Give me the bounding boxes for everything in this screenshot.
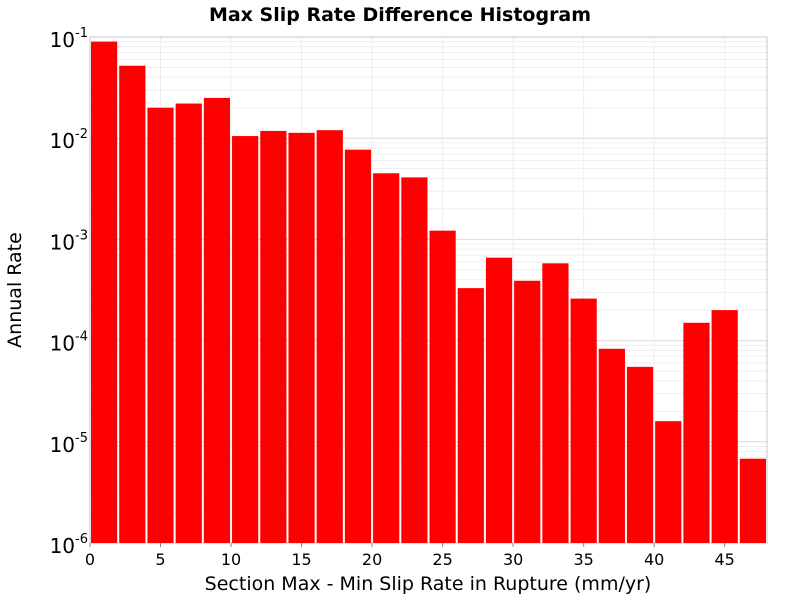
bar-14 (485, 257, 513, 543)
x-tick-label: 10 (221, 550, 241, 569)
bar-3 (175, 103, 202, 544)
x-tick-label: 25 (432, 550, 452, 569)
bar-12 (429, 230, 456, 543)
chart-title: Max Slip Rate Difference Histogram (209, 4, 591, 26)
x-tick-label: 40 (644, 550, 664, 569)
x-tick-label: 35 (573, 550, 593, 569)
bar-0 (91, 41, 118, 544)
y-tick-label: 10-4 (50, 330, 88, 356)
bar-15 (514, 280, 541, 543)
x-tick-label: 5 (155, 550, 165, 569)
bar-5 (232, 136, 259, 543)
x-axis-ticks: 0 5 10 15 20 25 30 35 40 45 (85, 543, 735, 569)
bar-6 (260, 130, 287, 543)
x-axis-label: Section Max - Min Slip Rate in Rupture (… (205, 573, 652, 595)
bar-21 (683, 322, 710, 543)
plot-frame (89, 36, 768, 544)
bar-9 (344, 149, 372, 543)
grid-lines (89, 37, 767, 544)
y-axis-ticks: 10-6 10-5 10-4 10-3 10-2 10-1 (50, 26, 88, 558)
bar-18 (598, 348, 625, 543)
bar-16 (542, 263, 569, 543)
y-tick-label: 10-6 (50, 532, 88, 558)
bar-22 (711, 310, 738, 543)
y-tick-label: 10-2 (50, 127, 88, 153)
bar-2 (147, 107, 174, 543)
bar-8 (316, 130, 343, 543)
x-tick-label: 0 (85, 550, 95, 569)
bar-4 (203, 97, 231, 544)
y-tick-label: 10-3 (50, 228, 88, 254)
x-tick-label: 30 (503, 550, 523, 569)
bar-19 (626, 366, 654, 543)
y-axis-label: Annual Rate (4, 232, 26, 348)
bar-13 (457, 288, 484, 543)
bar-10 (373, 173, 400, 543)
bar-7 (288, 132, 315, 543)
bar-23 (739, 458, 766, 543)
y-tick-label: 10-5 (50, 431, 88, 457)
x-tick-label: 45 (715, 550, 735, 569)
bar-series (91, 41, 766, 544)
bar-17 (570, 298, 597, 543)
y-tick-label: 10-1 (50, 26, 88, 52)
x-tick-label: 20 (362, 550, 382, 569)
bar-1 (119, 65, 146, 543)
bar-20 (655, 421, 682, 543)
x-tick-label: 15 (291, 550, 311, 569)
bar-11 (401, 177, 428, 543)
